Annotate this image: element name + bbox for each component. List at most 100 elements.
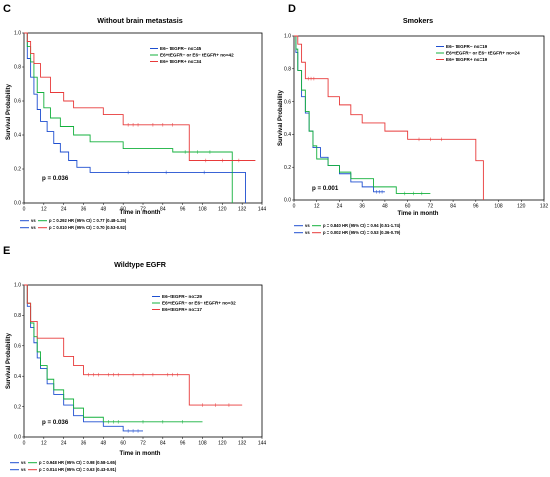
x-tick-label: 36 <box>359 204 365 210</box>
survival-curve-series-1 <box>24 32 246 203</box>
panel-c: C Without brain metastasis Survival Prob… <box>3 3 266 230</box>
x-tick-label: 48 <box>382 204 388 210</box>
y-axis-label: Survival Probability <box>6 83 12 140</box>
y-tick-label: 0.2 <box>14 167 21 173</box>
x-tick-label: 60 <box>120 207 126 213</box>
x-tick-label: 120 <box>517 204 526 210</box>
panel-d: D Smokers Survival Probability Time in m… <box>278 3 548 235</box>
y-tick-label: 0.6 <box>14 344 21 350</box>
survival-curve-series-2 <box>24 284 203 423</box>
stats-vs: vs <box>305 230 310 235</box>
legend-entry: E6+ tEGFR+ no=19 <box>446 57 488 62</box>
survival-curves <box>294 35 484 200</box>
x-tick-label: 72 <box>428 204 434 210</box>
stats-text: p = 0.840 HR (95% CI) = 0.94 (0.51-1.74) <box>323 223 401 228</box>
y-tick-label: 1.0 <box>14 283 21 289</box>
y-tick-label: 0.0 <box>14 435 21 441</box>
comparison-stats: vs p = 0.840 HR (95% CI) = 0.94 (0.51-1.7… <box>294 223 401 235</box>
comparison-stats: vs p = 0.948 HR (95% CI) = 0.98 (0.58-1.6… <box>10 460 117 472</box>
y-axis-label: Survival Probability <box>6 332 12 389</box>
x-tick-label: 48 <box>101 207 107 213</box>
p-value: p = 0.001 <box>312 185 339 192</box>
y-tick-label: 0.0 <box>14 201 21 207</box>
survival-curve-series-3 <box>294 35 484 200</box>
y-tick-label: 1.0 <box>14 31 21 37</box>
stats-vs: vs <box>21 467 26 472</box>
x-tick-label: 132 <box>238 441 247 447</box>
x-tick-label: 12 <box>314 204 320 210</box>
legend-entry: E6+tEGFR− or E6− tEGFR+ no=42 <box>160 53 234 58</box>
x-tick-label: 24 <box>61 207 67 213</box>
x-tick-label: 24 <box>337 204 343 210</box>
x-tick-label: 132 <box>238 207 247 213</box>
x-tick-label: 48 <box>101 441 107 447</box>
x-tick-label: 24 <box>61 441 67 447</box>
stats-text: p = 0.014 HR (95% CI) = 0.63 (0.43-0.91) <box>39 467 117 472</box>
chart-frame <box>293 35 545 201</box>
stats-text: p = 0.292 HR (95% CI) = 0.77 (0.48-1.25) <box>49 218 127 223</box>
x-axis-label: Time in month <box>398 211 439 217</box>
p-value: p = 0.036 <box>42 419 69 426</box>
legend: E6−tEGFR− no=29 E6+tEGFR− or E6− tEGFR+ n… <box>152 294 236 312</box>
y-tick-label: 0.8 <box>284 67 291 73</box>
stats-vs: vs <box>31 225 36 230</box>
x-tick-label: 108 <box>198 207 207 213</box>
legend-entry: E6+tEGFR− or E6− tEGFR+ no=24 <box>446 51 520 56</box>
stats-vs: vs <box>21 460 26 465</box>
chart-frame <box>23 284 263 438</box>
x-tick-label: 120 <box>218 207 227 213</box>
survival-curve-series-2 <box>24 32 233 203</box>
y-tick-label: 0.4 <box>14 374 21 380</box>
x-tick-label: 84 <box>450 204 456 210</box>
y-tick-label: 0.0 <box>284 198 291 204</box>
y-tick-label: 0.4 <box>284 132 291 138</box>
y-tick-label: 0.8 <box>14 313 21 319</box>
x-tick-label: 0 <box>23 441 26 447</box>
legend-entry: E6−tEGFR− no=29 <box>162 294 202 299</box>
survival-curve-series-1 <box>24 284 143 432</box>
legend: E6− tEGFR− no=45 E6+tEGFR− or E6− tEGFR+ … <box>150 46 234 64</box>
x-tick-label: 96 <box>473 204 479 210</box>
y-tick-label: 0.4 <box>14 133 21 139</box>
comparison-stats: vs p = 0.292 HR (95% CI) = 0.77 (0.48-1.2… <box>20 218 127 230</box>
stats-text: p = 0.948 HR (95% CI) = 0.98 (0.58-1.65) <box>39 460 117 465</box>
legend-entry: E6− tEGFR− no=19 <box>446 44 488 49</box>
axis-ticks: 0 12 24 36 48 60 72 84 96 108 120 132 144 0.0 0.2 0.4 0.… <box>14 283 266 447</box>
x-tick-label: 12 <box>41 207 47 213</box>
survival-curve-series-3 <box>24 284 243 406</box>
legend-entry: E6− tEGFR− no=45 <box>160 46 202 51</box>
stats-vs: vs <box>305 223 310 228</box>
x-tick-label: 60 <box>405 204 411 210</box>
y-tick-label: 1.0 <box>284 34 291 40</box>
x-tick-label: 108 <box>494 204 503 210</box>
survival-curve-series-2 <box>294 35 431 194</box>
y-tick-label: 0.6 <box>284 99 291 105</box>
legend-entry: E6+tEGFR+ no=17 <box>162 307 202 312</box>
chart-title: Smokers <box>403 16 433 25</box>
chart-title: Without brain metastasis <box>97 16 182 25</box>
survival-curves <box>24 32 256 203</box>
x-tick-label: 72 <box>140 441 146 447</box>
y-axis-label: Survival Probability <box>278 89 284 146</box>
y-tick-label: 0.8 <box>14 65 21 71</box>
x-axis-label: Time in month <box>120 451 161 457</box>
x-tick-label: 12 <box>41 441 47 447</box>
x-tick-label: 96 <box>180 207 186 213</box>
survival-curve-series-3 <box>24 32 256 161</box>
x-tick-label: 144 <box>258 441 267 447</box>
y-tick-label: 0.6 <box>14 99 21 105</box>
panel-label: E <box>3 245 10 257</box>
x-tick-label: 96 <box>180 441 186 447</box>
axis-ticks: 0 12 24 36 48 60 72 84 96 108 120 132 144 0.0 0.2 0.4 0.… <box>14 31 266 213</box>
x-tick-label: 36 <box>81 207 87 213</box>
x-tick-label: 72 <box>140 207 146 213</box>
stats-text: p = 0.010 HR (95% CI) = 0.70 (0.53-0.92) <box>49 225 127 230</box>
x-tick-label: 0 <box>293 204 296 210</box>
axis-ticks: 0 12 24 36 48 60 72 84 96 108 120 132 0.0 0.2 0.4 0.6 0.… <box>284 34 548 210</box>
y-tick-label: 0.2 <box>14 404 21 410</box>
y-tick-label: 0.2 <box>284 165 291 171</box>
x-tick-label: 132 <box>540 204 549 210</box>
legend-entry: E6+ tEGFR+ no=34 <box>160 59 202 64</box>
x-axis-label: Time in month <box>120 210 161 216</box>
